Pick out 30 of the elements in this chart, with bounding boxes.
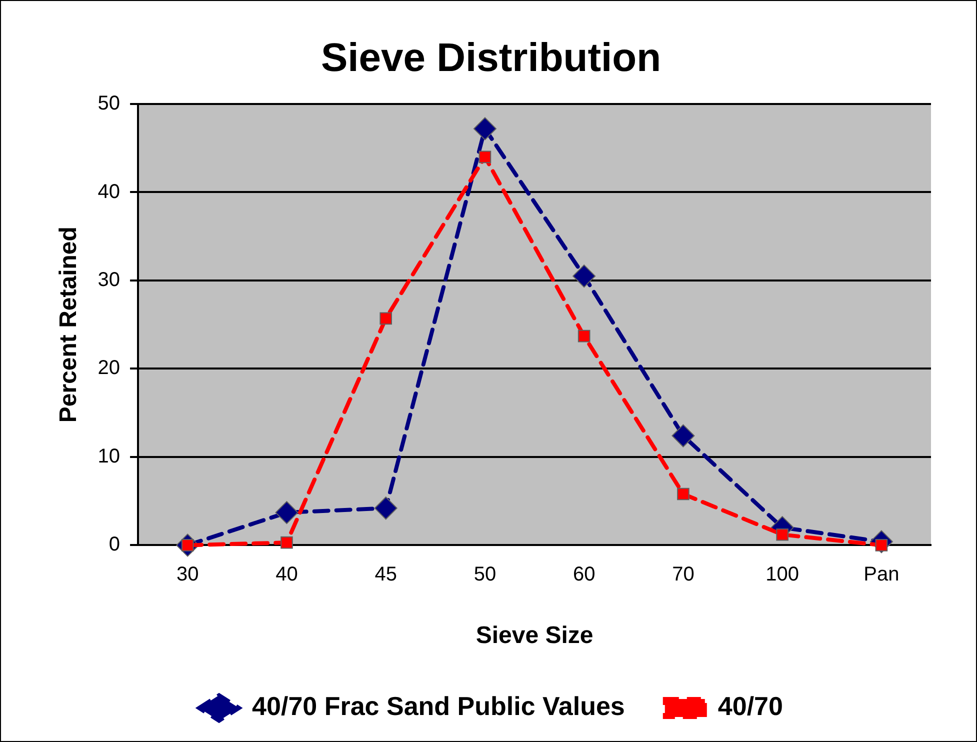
x-tick-label: 50 <box>474 564 496 586</box>
legend-label: 40/70 Frac Sand Public Values <box>252 691 625 722</box>
x-tick-label: 40 <box>276 564 298 586</box>
x-axis-title: Sieve Size <box>476 622 594 650</box>
x-tick-label: 60 <box>572 564 596 586</box>
x-tick-label: 70 <box>672 564 694 586</box>
point <box>275 501 298 524</box>
point <box>572 264 596 288</box>
y-tick-label: 10 <box>98 445 120 468</box>
y-axis-title: Percent Retained <box>55 226 82 423</box>
point <box>280 536 293 549</box>
point <box>374 496 398 520</box>
chart-title: Sieve Distribution <box>320 36 662 80</box>
legend-label: 40/70 <box>718 691 783 722</box>
x-tick-label: 45 <box>374 564 397 586</box>
y-tick-label: 50 <box>98 92 120 115</box>
point <box>380 312 392 325</box>
point <box>776 528 788 541</box>
y-tick-label: 40 <box>98 180 120 203</box>
x-tick-label: Pan <box>864 564 900 586</box>
x-tick-label: 30 <box>176 564 199 586</box>
x-tick-label: 100 <box>766 564 800 586</box>
point <box>677 488 690 500</box>
point <box>578 330 590 342</box>
point <box>473 117 496 140</box>
point <box>478 150 492 164</box>
point <box>672 424 695 448</box>
y-tick-label: 0 <box>108 534 120 556</box>
y-tick-label: 20 <box>98 357 120 380</box>
y-tick-label: 30 <box>98 268 120 291</box>
